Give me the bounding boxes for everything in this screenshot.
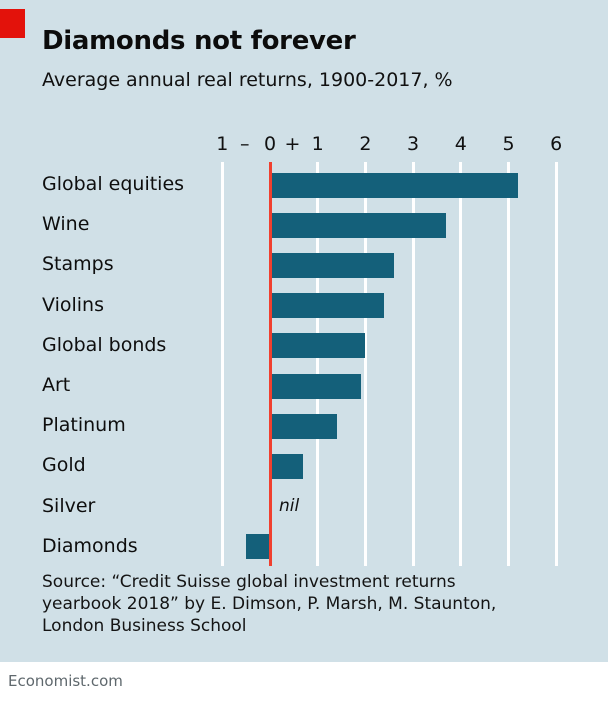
bar-diamonds [246, 534, 270, 560]
gridline [554, 162, 558, 566]
axis-tick-label: 1 [311, 133, 324, 155]
axis-tick-label: 3 [407, 133, 420, 155]
category-label: Violins [42, 293, 104, 316]
category-labels: Global equities Wine Stamps Violins Global b… [0, 162, 210, 566]
nil-annotation: nil [279, 495, 300, 516]
bar-stamps [270, 252, 395, 278]
category-label: Art [42, 374, 71, 396]
bar-art [270, 373, 361, 399]
source-line: Source: “Credit Suisse global investment… [42, 572, 456, 592]
axis-tick-label: – [239, 133, 250, 155]
category-label: Gold [42, 454, 86, 477]
source-line: yearbook 2018” by E. Dimson, P. Marsh, M… [42, 594, 497, 614]
source-note: Source: “Credit Suisse global investment… [42, 571, 587, 637]
axis-tick-label: 6 [550, 133, 563, 155]
axis-tick-label: 1 [216, 133, 229, 155]
zero-baseline [268, 162, 272, 566]
plot-area: nil [210, 162, 586, 566]
axis-tick-label: 2 [359, 133, 372, 155]
chart-title: Diamonds not forever [42, 26, 356, 56]
axis-tick-label: + [284, 133, 301, 155]
source-line: London Business School [42, 616, 247, 636]
economist-red-tab [0, 9, 25, 38]
category-label: Diamonds [42, 534, 138, 557]
gridline [316, 162, 320, 566]
category-label: Silver [42, 494, 96, 517]
gridline [459, 162, 463, 566]
axis-tick-label: 5 [502, 133, 515, 155]
gridline [411, 162, 415, 566]
gridline [507, 162, 510, 566]
chart-subtitle: Average annual real returns, 1900-2017, … [42, 69, 453, 91]
footer-brand: Economist.com [8, 672, 123, 690]
gridline [220, 162, 224, 566]
axis-ticks: 1–0 +1 2 3 4 5 6 [210, 133, 600, 159]
category-label: Platinum [42, 414, 126, 437]
bar-global-equities [270, 172, 519, 198]
axis-tick-label: 0 [263, 133, 277, 155]
bar-wine [270, 212, 447, 238]
bar-global-bonds [270, 333, 366, 359]
bar-gold [270, 453, 304, 479]
category-label: Global equities [42, 173, 185, 195]
category-label: Wine [42, 213, 90, 236]
category-label: Stamps [42, 253, 114, 276]
gridline [363, 162, 367, 566]
axis-tick-label: 4 [454, 133, 467, 155]
footer: Economist.com [0, 662, 608, 701]
bar-violins [270, 293, 385, 319]
bar-platinum [270, 413, 337, 439]
category-label: Global bonds [42, 333, 167, 356]
